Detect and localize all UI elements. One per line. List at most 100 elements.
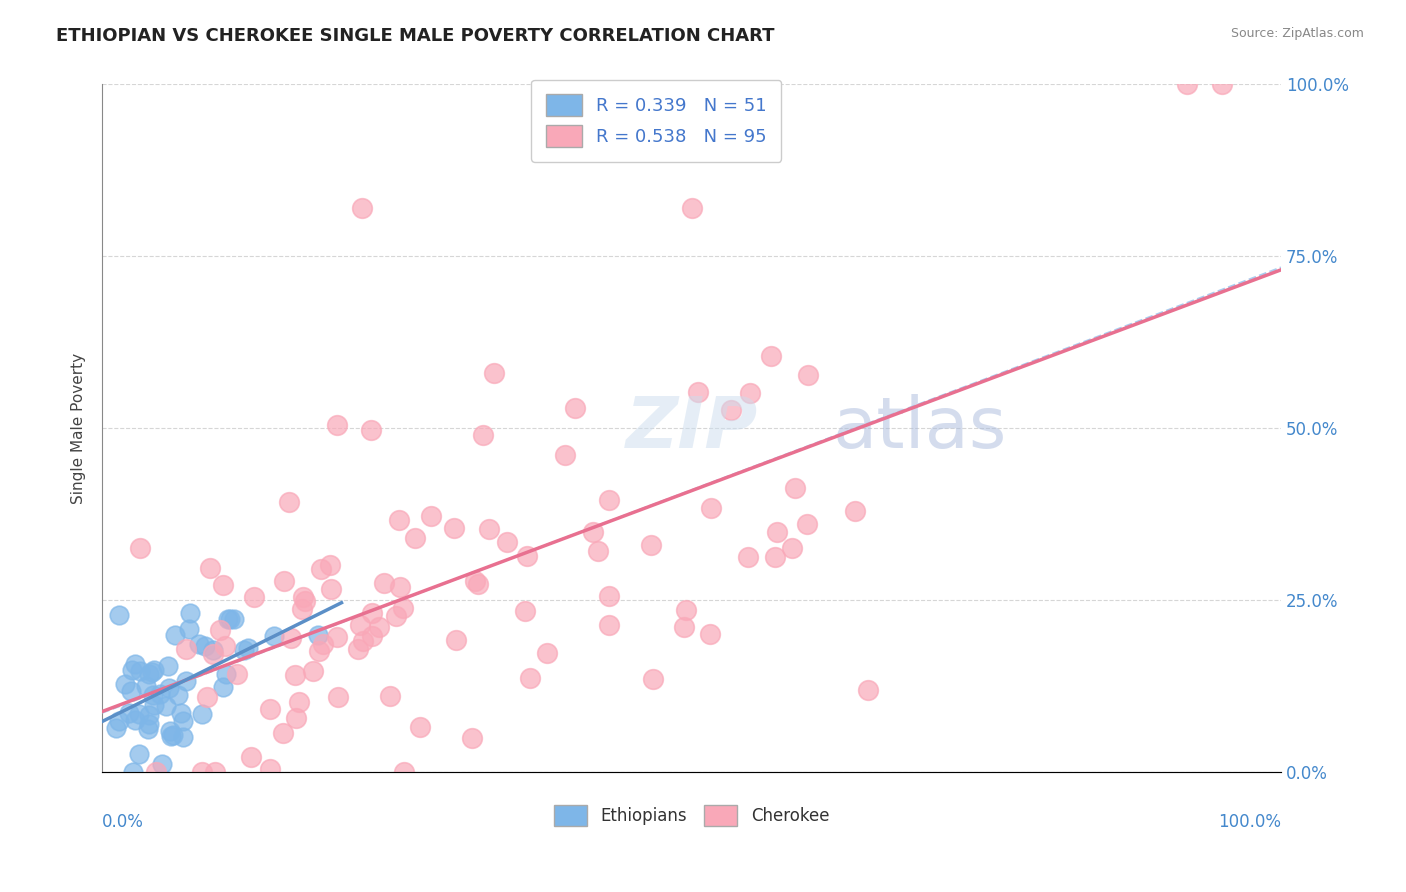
Point bbox=[309, 562, 332, 576]
Point bbox=[640, 538, 662, 552]
Point bbox=[271, 725, 294, 739]
Point bbox=[149, 687, 172, 701]
Point bbox=[392, 601, 415, 615]
Point bbox=[347, 642, 370, 657]
Point bbox=[166, 688, 188, 702]
Point bbox=[191, 765, 214, 780]
Point bbox=[720, 403, 742, 417]
Point bbox=[236, 640, 259, 655]
Point bbox=[290, 602, 312, 616]
Point bbox=[641, 672, 664, 686]
Text: 0.0%: 0.0% bbox=[103, 814, 143, 831]
Point bbox=[273, 574, 295, 589]
Point bbox=[737, 549, 759, 564]
Point bbox=[280, 631, 302, 645]
Point bbox=[211, 681, 233, 695]
Point bbox=[482, 366, 505, 380]
Point bbox=[496, 534, 519, 549]
Point bbox=[284, 667, 307, 681]
Point bbox=[191, 706, 214, 721]
Point bbox=[160, 730, 183, 744]
Point bbox=[155, 698, 177, 713]
Point bbox=[385, 608, 408, 623]
Text: ETHIOPIAN VS CHEROKEE SINGLE MALE POVERTY CORRELATION CHART: ETHIOPIAN VS CHEROKEE SINGLE MALE POVERT… bbox=[56, 27, 775, 45]
Point bbox=[312, 637, 335, 651]
Point bbox=[782, 541, 804, 555]
Point bbox=[159, 723, 181, 738]
Point bbox=[796, 516, 818, 531]
Point bbox=[291, 590, 314, 604]
Point bbox=[136, 723, 159, 737]
Point bbox=[128, 747, 150, 761]
Point bbox=[443, 521, 465, 535]
Point bbox=[259, 762, 281, 776]
Point bbox=[277, 495, 299, 509]
Point bbox=[195, 690, 218, 704]
Point bbox=[120, 684, 142, 698]
Point bbox=[150, 757, 173, 772]
Point bbox=[360, 424, 382, 438]
Point bbox=[202, 647, 225, 661]
Point bbox=[699, 627, 721, 641]
Point bbox=[117, 706, 139, 720]
Point bbox=[141, 665, 163, 680]
Point bbox=[785, 481, 807, 495]
Point bbox=[138, 666, 160, 681]
Point bbox=[179, 622, 201, 636]
Point bbox=[700, 500, 723, 515]
Point bbox=[444, 633, 467, 648]
Point bbox=[194, 639, 217, 653]
Point bbox=[105, 721, 128, 735]
Point bbox=[129, 541, 152, 555]
Point bbox=[513, 604, 536, 618]
Point bbox=[143, 698, 166, 712]
Point bbox=[114, 676, 136, 690]
Point bbox=[188, 637, 211, 651]
Point bbox=[796, 368, 818, 383]
Point bbox=[212, 578, 235, 592]
Point bbox=[198, 561, 221, 575]
Point bbox=[138, 717, 160, 731]
Point bbox=[204, 765, 226, 780]
Point bbox=[554, 448, 576, 462]
Point bbox=[201, 643, 224, 657]
Point bbox=[326, 690, 349, 704]
Point bbox=[138, 708, 160, 723]
Point bbox=[263, 629, 285, 643]
Point bbox=[128, 706, 150, 721]
Point bbox=[598, 618, 620, 632]
Point bbox=[360, 606, 382, 620]
Point bbox=[409, 720, 432, 734]
Point bbox=[124, 713, 146, 727]
Point bbox=[214, 667, 236, 681]
Point bbox=[763, 550, 786, 565]
Point bbox=[388, 580, 411, 594]
Point bbox=[233, 642, 256, 657]
Point bbox=[179, 606, 201, 620]
Point bbox=[598, 493, 620, 508]
Point bbox=[672, 620, 695, 634]
Point bbox=[218, 612, 240, 626]
Point bbox=[326, 418, 349, 433]
Point bbox=[478, 522, 501, 536]
Point bbox=[288, 695, 311, 709]
Point bbox=[844, 504, 866, 518]
Point bbox=[157, 681, 180, 695]
Point bbox=[352, 634, 374, 648]
Point bbox=[464, 574, 486, 588]
Point bbox=[350, 201, 373, 215]
Point bbox=[217, 612, 239, 626]
Point bbox=[1175, 78, 1198, 92]
Point bbox=[598, 590, 620, 604]
Point bbox=[243, 590, 266, 604]
Point bbox=[170, 706, 193, 720]
Point bbox=[122, 765, 145, 780]
Point bbox=[135, 679, 157, 693]
Legend: Ethiopians, Cherokee: Ethiopians, Cherokee bbox=[547, 799, 835, 832]
Point bbox=[214, 639, 236, 653]
Text: ZIP: ZIP bbox=[626, 393, 758, 463]
Point bbox=[471, 428, 494, 442]
Point bbox=[581, 524, 603, 539]
Point bbox=[321, 582, 343, 596]
Point bbox=[294, 594, 316, 608]
